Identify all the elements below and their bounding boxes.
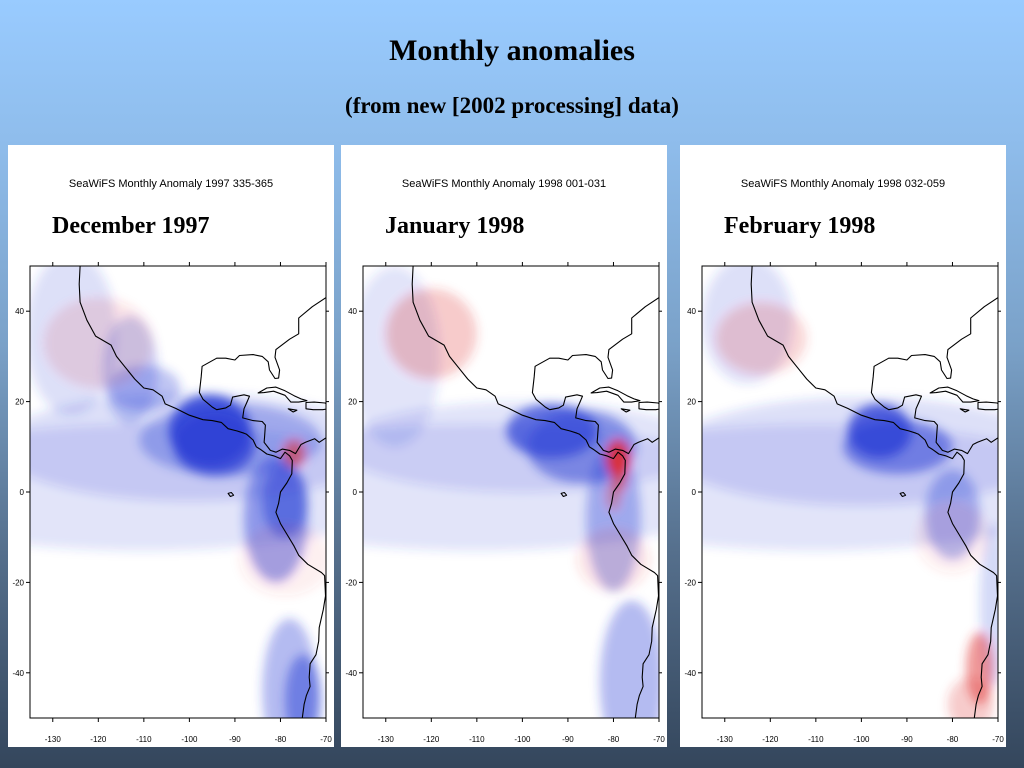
positive-anomaly-patch: [577, 528, 650, 592]
positive-anomaly-patch: [611, 455, 627, 493]
x-tick-label: -130: [378, 735, 395, 744]
caribbean-coastline: [531, 297, 659, 455]
x-tick-label: -110: [808, 735, 824, 744]
x-tick-label: -80: [608, 735, 620, 744]
hispaniola-outline: [638, 401, 659, 411]
y-tick-label: -20: [12, 578, 24, 587]
x-tick-label: -130: [45, 735, 62, 744]
map-panel-february-1998: 40 20 0 -20 -40 -130 -120 -110 -100 -90 -80 -70 Sea…: [680, 145, 1006, 747]
page-subtitle: (from new [2002 processing] data): [345, 93, 679, 118]
map-panel-december-1997: 40 20 0 -20 -40 -130 -120 -110 -100 -90 -80 -70 Sea…: [8, 145, 334, 747]
y-tick-label: -20: [345, 578, 357, 587]
hispaniola-outline: [305, 401, 326, 411]
y-tick-label: 20: [348, 398, 357, 407]
panel-month-label: February 1998: [724, 213, 876, 239]
x-tick-label: -120: [762, 735, 779, 744]
y-tick-label: 0: [20, 488, 25, 497]
cuba-outline: [929, 386, 980, 403]
x-tick-label: -80: [947, 735, 959, 744]
negative-anomaly-patch: [363, 424, 659, 551]
x-tick-label: -120: [90, 735, 107, 744]
panel-header: SeaWiFS Monthly Anomaly 1998 032-059: [740, 178, 946, 190]
y-tick-label: 40: [15, 307, 24, 316]
y-tick-label: 20: [687, 398, 696, 407]
y-tick-label: 0: [353, 488, 358, 497]
y-tick-label: -20: [684, 578, 696, 587]
y-tick-label: 40: [687, 307, 696, 316]
panel-header: SeaWiFS Monthly Anomaly 1998 001-031: [401, 178, 607, 190]
anomaly-map: 40 20 0 -20 -40 -130 -120 -110 -100 -90 -80 -70: [684, 262, 1004, 744]
y-tick-label: -40: [12, 669, 24, 678]
y-tick-label: 0: [692, 488, 697, 497]
anomaly-map: 40 20 0 -20 -40 -130 -120 -110 -100 -90 -80 -70: [345, 262, 665, 744]
y-tick-label: 20: [15, 398, 24, 407]
x-tick-label: -120: [423, 735, 440, 744]
jamaica-outline: [287, 408, 298, 413]
positive-anomaly-patch: [43, 297, 153, 389]
positive-anomaly-patch: [947, 677, 994, 718]
positive-anomaly-patch: [239, 523, 326, 596]
jamaica-outline: [620, 408, 631, 413]
negative-anomaly-patch: [285, 654, 322, 718]
cuba-outline: [257, 386, 308, 403]
caribbean-coastline: [198, 297, 326, 455]
pacific-coastline: [750, 266, 998, 718]
x-tick-label: -130: [717, 735, 734, 744]
anomaly-map: 40 20 0 -20 -40 -130 -120 -110 -100 -90 -80 -70: [12, 262, 332, 744]
panel-month-label: January 1998: [385, 213, 525, 239]
x-tick-label: -70: [992, 735, 1004, 744]
galapagos-outline: [899, 491, 907, 498]
cuba-outline: [590, 386, 641, 403]
x-tick-label: -70: [653, 735, 665, 744]
map-panel-january-1998: 40 20 0 -20 -40 -130 -120 -110 -100 -90 -80 -70 Sea…: [341, 145, 667, 747]
positive-anomaly-patch: [715, 302, 807, 375]
negative-anomaly-patch: [262, 464, 308, 538]
positive-anomaly-patch: [606, 482, 621, 511]
x-tick-label: -90: [229, 735, 241, 744]
hispaniola-outline: [977, 401, 998, 411]
y-tick-label: 40: [348, 307, 357, 316]
page-title: Monthly anomalies: [389, 34, 635, 67]
jamaica-outline: [959, 408, 970, 413]
x-tick-label: -100: [514, 735, 531, 744]
x-tick-label: -100: [853, 735, 870, 744]
pacific-coastline: [78, 266, 326, 718]
x-tick-label: -70: [320, 735, 332, 744]
caribbean-coastline: [870, 297, 998, 455]
x-tick-label: -100: [181, 735, 198, 744]
x-tick-label: -90: [562, 735, 574, 744]
x-tick-label: -90: [901, 735, 913, 744]
galapagos-outline: [560, 491, 568, 498]
galapagos-outline: [227, 491, 235, 498]
y-tick-label: -40: [345, 669, 357, 678]
panel-month-label: December 1997: [52, 213, 210, 239]
x-tick-label: -110: [136, 735, 152, 744]
negative-anomaly-patch: [599, 600, 659, 718]
positive-anomaly-patch: [385, 288, 477, 379]
pacific-coastline: [411, 266, 659, 718]
y-tick-label: -40: [684, 669, 696, 678]
x-tick-label: -80: [275, 735, 287, 744]
x-tick-label: -110: [469, 735, 485, 744]
panel-header: SeaWiFS Monthly Anomaly 1997 335-365: [68, 178, 274, 190]
